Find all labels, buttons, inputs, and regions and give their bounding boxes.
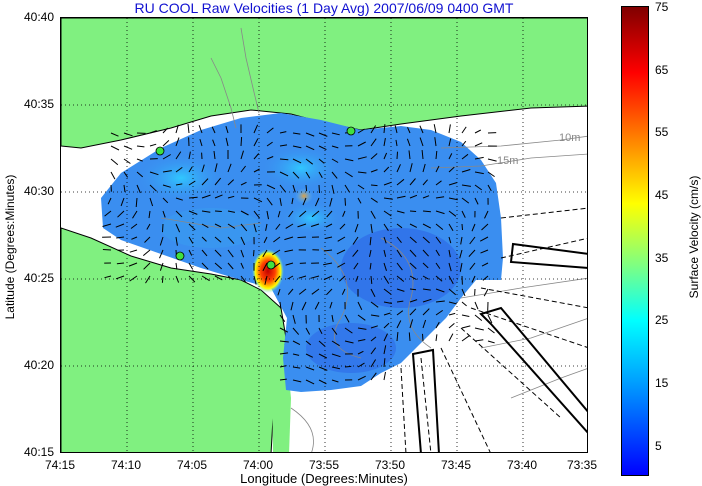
colorbar-tick: 45	[655, 188, 668, 202]
velocity-vector	[449, 334, 453, 341]
contour-label-15m: 15m	[497, 155, 518, 167]
velocity-vector	[124, 146, 132, 149]
xtick-label: 73:35	[552, 458, 612, 472]
velocity-vector	[189, 197, 198, 198]
velocity-vector	[475, 143, 482, 146]
velocity-vector	[163, 224, 164, 232]
velocity-vector	[475, 130, 481, 133]
velocity-vector	[488, 341, 495, 343]
velocity-vector	[488, 328, 495, 333]
colorbar-tick: 35	[655, 251, 668, 265]
velocity-vector	[449, 124, 450, 133]
velocity-vector	[384, 372, 386, 380]
velocity-colorbar	[621, 6, 649, 476]
velocity-map[interactable]: 10m 15m	[60, 17, 588, 453]
x-axis-label: Longitude (Degrees:Minutes)	[60, 471, 588, 486]
velocity-vector	[410, 211, 416, 212]
colorbar-tick: 75	[655, 0, 668, 14]
velocity-vector	[462, 224, 463, 230]
colorbar-tick: 55	[655, 125, 668, 139]
velocity-vector	[462, 315, 469, 317]
xtick-label: 74:05	[162, 458, 222, 472]
velocity-vector	[188, 124, 189, 133]
y-axis-label: Latitude (Degrees:Minutes)	[3, 157, 17, 337]
velocity-vector	[423, 334, 424, 341]
station-marker	[347, 127, 355, 135]
velocity-vector	[484, 289, 488, 296]
velocity-vector	[280, 159, 288, 160]
velocity-vector	[475, 302, 478, 309]
velocity-vector	[306, 185, 307, 191]
xtick-label: 73:55	[294, 458, 354, 472]
colorbar-tick: 25	[655, 313, 668, 327]
velocity-vector	[150, 144, 156, 146]
velocity-vector	[397, 152, 398, 159]
velocity-vector	[103, 250, 111, 251]
velocity-vector	[111, 172, 115, 179]
ytick-label: 40:20	[0, 358, 54, 372]
velocity-vector	[475, 340, 483, 341]
velocity-vector	[436, 334, 437, 341]
colorbar-tick: 5	[655, 439, 662, 453]
contour-label-10m: 10m	[559, 132, 580, 144]
xtick-label: 74:15	[30, 458, 90, 472]
velocity-vector	[111, 146, 119, 150]
xtick-label: 73:45	[426, 458, 486, 472]
ytick-label: 40:35	[0, 97, 54, 111]
velocity-vector	[241, 137, 242, 146]
colorbar-tick: 65	[655, 63, 668, 77]
velocity-vector	[345, 366, 351, 367]
xtick-label: 73:40	[492, 458, 552, 472]
station-marker	[267, 261, 275, 269]
velocity-vector	[130, 250, 137, 252]
velocity-vector	[117, 263, 124, 264]
ytick-label: 40:40	[0, 10, 54, 24]
velocity-vector	[449, 313, 455, 315]
velocity-vector	[462, 336, 469, 341]
velocity-vector	[488, 159, 497, 161]
map-svg: 10m 15m	[61, 18, 588, 453]
ytick-label: 40:15	[0, 445, 54, 459]
velocity-vector	[462, 127, 466, 133]
velocity-vector	[475, 328, 484, 330]
velocity-vector	[319, 185, 320, 193]
colorbar-label: Surface Velocity (cm/s)	[687, 157, 701, 317]
velocity-vector	[475, 315, 482, 321]
velocity-vector	[111, 159, 118, 165]
colorbar-tick: 15	[655, 376, 668, 390]
velocity-vector	[137, 146, 144, 147]
velocity-vector	[143, 250, 150, 256]
velocity-vector	[298, 237, 307, 238]
velocity-vector	[462, 326, 470, 328]
xtick-label: 74:00	[228, 458, 288, 472]
station-marker	[176, 252, 184, 260]
velocity-vector	[162, 276, 163, 283]
velocity-vector	[345, 198, 346, 206]
map-title: RU COOL Raw Velocities (1 Day Avg) 2007/…	[60, 0, 588, 16]
velocity-vector	[254, 250, 255, 256]
xtick-label: 74:10	[96, 458, 156, 472]
xtick-label: 73:50	[360, 458, 420, 472]
velocity-vector	[409, 332, 410, 341]
velocity-vector	[462, 302, 467, 306]
velocity-vector	[371, 185, 378, 186]
velocity-vector	[215, 211, 222, 212]
station-marker	[156, 147, 164, 155]
velocity-vector	[449, 323, 454, 328]
